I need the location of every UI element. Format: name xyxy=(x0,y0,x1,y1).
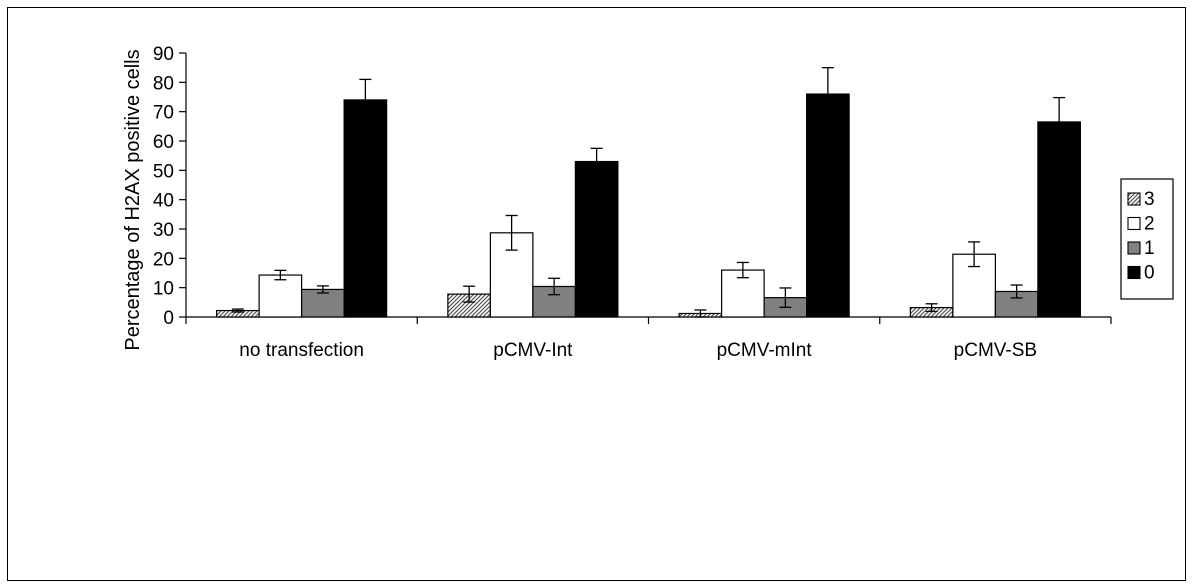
x-category-label: no transfection xyxy=(239,340,364,361)
bars xyxy=(216,67,1081,318)
axes: 0 10 20 30 40 50 60 70 80 90 no transfection pCMV-I… xyxy=(153,44,1112,361)
y-tick-label: 10 xyxy=(153,279,174,300)
y-tick-label: 30 xyxy=(153,220,174,241)
y-tick-label: 40 xyxy=(153,191,174,212)
y-tick-label: 90 xyxy=(153,44,174,65)
y-tick-label: 50 xyxy=(153,161,174,182)
chart-frame: 0 10 20 30 40 50 60 70 80 90 no transfection pCMV-I… xyxy=(7,7,1186,581)
x-category-label: pCMV-SB xyxy=(954,340,1037,361)
y-tick-label: 20 xyxy=(153,249,174,270)
legend-label: 3 xyxy=(1144,189,1155,210)
legend-swatch xyxy=(1127,192,1141,206)
bar xyxy=(806,93,850,318)
bar xyxy=(343,99,388,318)
legend-label: 0 xyxy=(1144,263,1155,284)
y-axis-title: Percentage of H2AX positive cells xyxy=(122,49,144,350)
legend-swatch xyxy=(1127,265,1141,280)
bar xyxy=(1037,121,1081,318)
bar xyxy=(258,274,303,318)
legend-label: 2 xyxy=(1144,214,1155,235)
legend-swatch xyxy=(1127,241,1141,255)
y-tick-label: 80 xyxy=(153,73,174,94)
legend: 3 2 1 0 xyxy=(1120,178,1174,300)
y-tick-label: 0 xyxy=(163,308,174,329)
x-category-label: pCMV-Int xyxy=(493,340,573,361)
y-tick-label: 70 xyxy=(153,103,174,124)
bar xyxy=(574,160,619,318)
y-tick-label: 60 xyxy=(153,132,174,153)
legend-swatch xyxy=(1127,216,1141,231)
legend-label: 1 xyxy=(1144,238,1155,259)
x-category-label: pCMV-mInt xyxy=(717,340,813,361)
